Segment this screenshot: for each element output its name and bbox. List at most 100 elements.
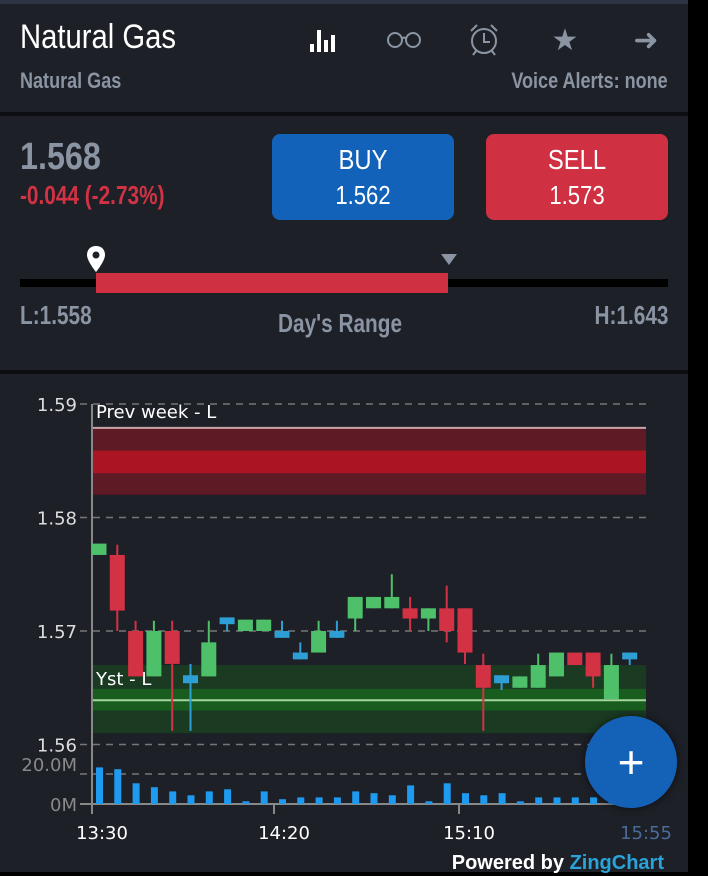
- candle-body: [219, 617, 235, 625]
- x-tick-label: 14:20: [258, 823, 310, 844]
- candle-body: [274, 631, 290, 638]
- x-tick-label: 15:10: [443, 823, 495, 844]
- y-tick-label: 1.59: [37, 395, 77, 416]
- volume-bar: [462, 793, 469, 804]
- buy-price: 1.562: [335, 180, 391, 210]
- candle-body: [475, 665, 491, 688]
- candle-body: [420, 608, 436, 619]
- volume-bar: [132, 783, 140, 804]
- day-range-label: Day's Range: [278, 308, 403, 338]
- volume-bar: [571, 797, 579, 804]
- volume-bar: [535, 797, 543, 804]
- bar-chart-icon[interactable]: [305, 22, 341, 58]
- candle-body: [366, 596, 381, 609]
- volume-bar: [590, 797, 598, 804]
- sell-price: 1.573: [549, 180, 605, 210]
- volume-bar: [553, 797, 561, 804]
- divider: [0, 370, 688, 374]
- volume-bar: [205, 791, 213, 804]
- candle-body: [439, 608, 455, 631]
- volume-bar: [370, 793, 378, 804]
- triangle-down-icon: [441, 254, 457, 265]
- volume-bar: [242, 801, 250, 804]
- candle-body: [603, 665, 619, 700]
- price-change: -0.044 (-2.73%): [20, 180, 165, 210]
- divider: [0, 112, 688, 116]
- candle-body: [329, 631, 345, 638]
- glasses-icon[interactable]: [386, 22, 422, 58]
- volume-bar: [297, 797, 305, 804]
- sell-button[interactable]: SELL 1.573: [486, 134, 668, 220]
- candle-body: [91, 543, 107, 555]
- volume-tick-label: 20.0M: [21, 755, 77, 776]
- candle-body: [201, 642, 217, 677]
- band-label: Prev week - L: [96, 402, 216, 423]
- x-tick-label: 13:30: [76, 823, 128, 844]
- add-button[interactable]: +: [585, 716, 677, 808]
- volume-bar: [425, 801, 433, 804]
- candle-body: [384, 596, 400, 609]
- volume-bar: [315, 797, 323, 804]
- header: Natural Gas ★ ➜ Natural Gas Voice Alerts…: [0, 8, 688, 112]
- location-pin-icon: [87, 246, 105, 272]
- candle-body: [585, 652, 601, 677]
- candle-body: [183, 675, 198, 684]
- candle-body: [549, 652, 564, 677]
- volume-tick-label: 0M: [50, 795, 77, 816]
- volume-bar: [150, 787, 158, 804]
- candle-body: [237, 619, 253, 631]
- candle-body: [256, 619, 272, 631]
- candle-body: [402, 608, 418, 619]
- candle-body: [311, 631, 327, 653]
- volume-bar: [187, 795, 195, 804]
- buy-label: BUY: [338, 144, 388, 175]
- y-tick-label: 1.57: [37, 622, 77, 643]
- volume-bar: [333, 797, 341, 804]
- volume-bar: [443, 783, 451, 804]
- volume-bar: [96, 767, 103, 804]
- candle-body: [512, 676, 528, 688]
- credit-brand: ZingChart: [569, 852, 664, 874]
- candle-body: [292, 652, 308, 660]
- y-tick-label: 1.58: [37, 509, 77, 530]
- sell-label: SELL: [547, 144, 607, 175]
- volume-bar: [169, 791, 177, 804]
- candle-body: [494, 675, 510, 684]
- volume-bar: [352, 791, 360, 804]
- band-inner: [92, 450, 646, 474]
- candle-body: [146, 631, 162, 677]
- credit-prefix: Powered by: [451, 852, 570, 874]
- powered-by-credit[interactable]: Powered by ZingChart: [452, 852, 664, 874]
- arrow-right-icon[interactable]: ➜: [633, 23, 659, 57]
- volume-bar: [516, 801, 524, 804]
- volume-bar: [480, 795, 488, 804]
- candle-body: [164, 631, 180, 664]
- candle-body: [128, 631, 144, 677]
- candle-body: [457, 608, 473, 653]
- buy-button[interactable]: BUY 1.562: [272, 134, 454, 220]
- voice-alerts-status[interactable]: Voice Alerts: none: [511, 68, 668, 93]
- volume-bar: [498, 793, 506, 804]
- y-tick-label: 1.56: [37, 736, 77, 757]
- instrument-subtitle: Natural Gas: [20, 68, 122, 93]
- volume-bar: [224, 789, 232, 804]
- day-low: L:1.558: [20, 300, 92, 330]
- current-price: 1.568: [20, 136, 101, 178]
- volume-bar: [260, 791, 268, 804]
- instrument-title: Natural Gas: [20, 18, 177, 56]
- x-tick-label: 15:55: [620, 823, 672, 844]
- day-high: H:1.643: [594, 300, 668, 330]
- volume-bar: [388, 795, 396, 804]
- candle-body: [530, 665, 546, 688]
- candle-body: [567, 652, 583, 666]
- volume-bar: [279, 799, 286, 804]
- day-range-fill: [96, 273, 448, 293]
- instrument-panel: Natural Gas ★ ➜ Natural Gas Voice Alerts…: [0, 0, 688, 874]
- candle-body: [109, 554, 125, 611]
- candle-body: [622, 652, 638, 660]
- star-icon[interactable]: ★: [551, 23, 579, 57]
- volume-bar: [114, 769, 122, 804]
- candle-body: [347, 596, 363, 619]
- alarm-clock-icon[interactable]: [466, 22, 502, 58]
